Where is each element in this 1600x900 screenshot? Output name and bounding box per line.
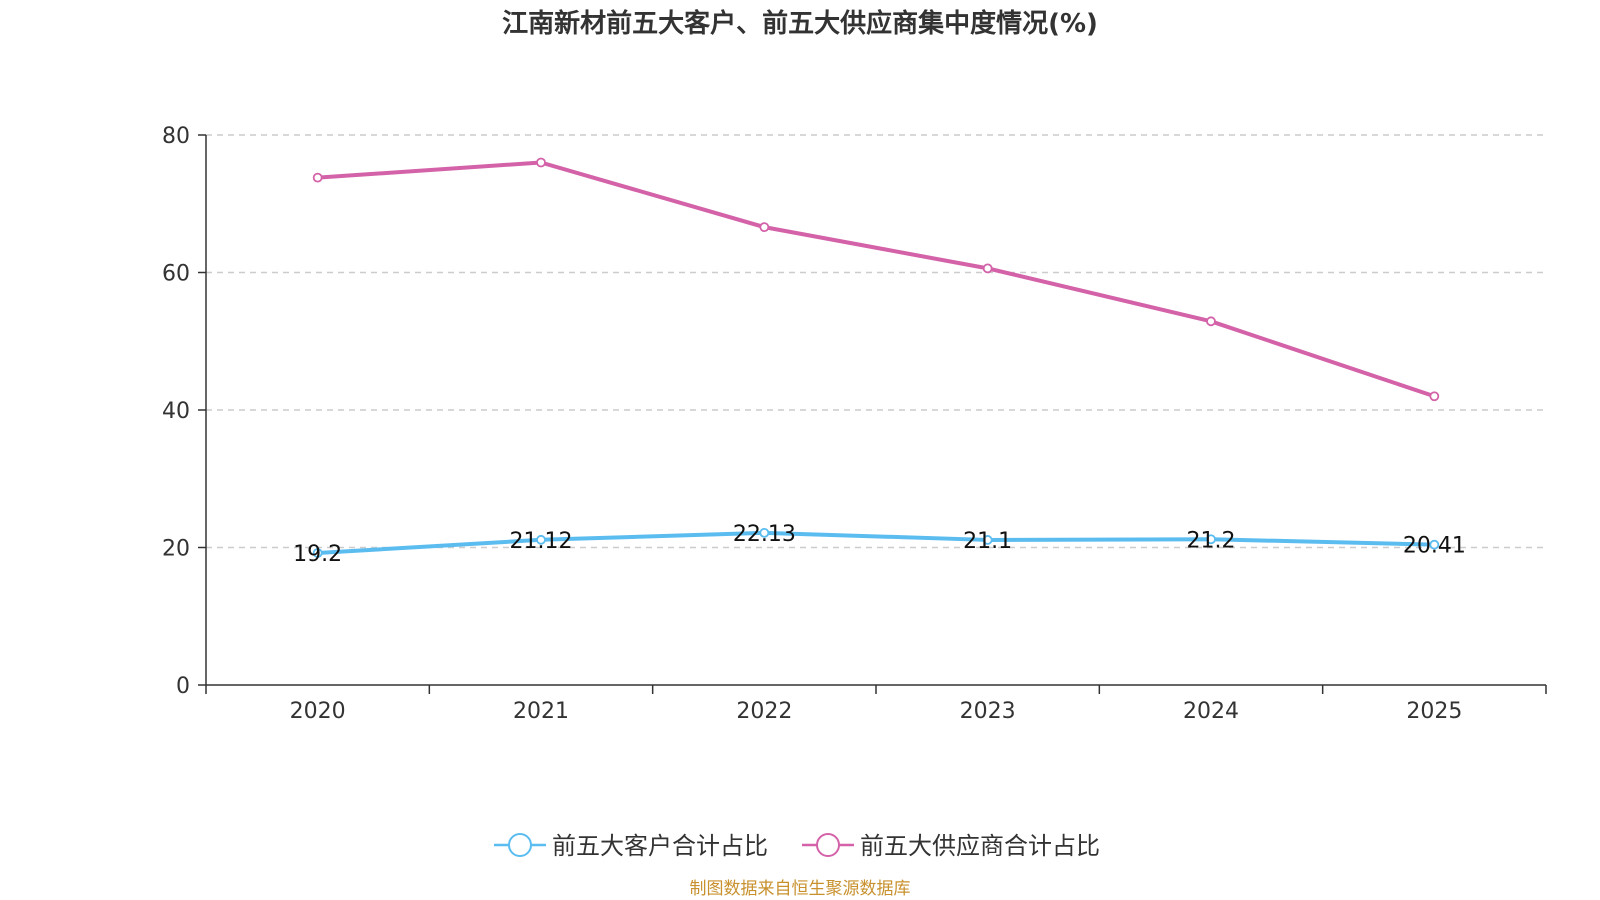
series-line xyxy=(315,530,1437,555)
data-point xyxy=(982,263,993,274)
data-labels: 19.2 21.12 22.13 21.1 21.2 20.41 xyxy=(293,522,1466,567)
source-note: 制图数据来自恒生聚源数据库 xyxy=(690,879,911,899)
legend[interactable]: 前五大客户合计占比 前五大供应商合计占比 xyxy=(494,832,1100,860)
axes: 0 20 40 60 80 2020 2021 2022 2023 2024 2025 xyxy=(162,124,1547,724)
data-label: 20.41 xyxy=(1403,534,1466,559)
y-tick-label: 40 xyxy=(162,399,190,424)
data-label: 22.13 xyxy=(733,522,796,547)
data-point xyxy=(1429,539,1440,550)
data-point xyxy=(1206,316,1216,327)
data-label: 21.12 xyxy=(510,529,573,554)
data-label: 21.1 xyxy=(963,529,1012,554)
chart-title: 江南新材前五大客户、前五大供应商集中度情况(%) xyxy=(502,8,1098,39)
data-point xyxy=(759,222,770,233)
y-tick-label: 20 xyxy=(162,537,190,562)
legend-marker-icon xyxy=(816,833,840,857)
data-point xyxy=(1429,391,1440,402)
series-line xyxy=(315,160,1437,399)
x-tick-label: 2022 xyxy=(736,699,792,724)
y-tick-label: 60 xyxy=(162,262,190,287)
x-tick-label: 2023 xyxy=(960,699,1016,724)
data-point xyxy=(759,527,770,538)
data-label: 19.2 xyxy=(293,542,342,567)
x-tick-label: 2025 xyxy=(1406,699,1462,724)
data-point xyxy=(982,535,993,545)
x-tick-label: 2020 xyxy=(290,699,346,724)
data-point xyxy=(536,157,546,168)
x-tick-label: 2021 xyxy=(513,699,569,724)
legend-item[interactable]: 前五大客户合计占比 xyxy=(494,832,768,860)
y-tick-label: 0 xyxy=(176,674,190,699)
legend-marker-icon xyxy=(508,833,532,857)
data-point xyxy=(312,172,323,183)
x-tick-label: 2024 xyxy=(1183,699,1239,724)
series-layer xyxy=(312,157,1440,558)
data-label: 21.2 xyxy=(1187,528,1236,553)
legend-label: 前五大供应商合计占比 xyxy=(860,832,1100,860)
data-point xyxy=(312,548,323,558)
data-point xyxy=(536,534,546,545)
legend-item[interactable]: 前五大供应商合计占比 xyxy=(802,832,1100,860)
legend-label: 前五大客户合计占比 xyxy=(552,832,768,860)
y-tick-label: 80 xyxy=(162,124,190,149)
grid-lines xyxy=(206,134,1546,549)
data-point xyxy=(1206,534,1216,545)
